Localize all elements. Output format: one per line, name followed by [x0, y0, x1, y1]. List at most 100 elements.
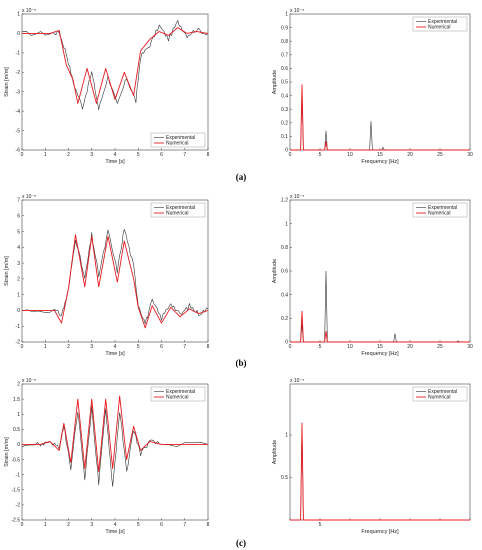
x-tick-label: 7: [183, 152, 186, 158]
series-line-experimental: [290, 92, 470, 151]
y-tick-label: 0: [285, 148, 288, 154]
legend-entry: Experimental: [166, 205, 195, 211]
y-tick-label: -2: [16, 503, 21, 509]
y-tick-label: 1: [285, 433, 288, 439]
y-tick-label: -2.5: [11, 518, 20, 524]
axis-exponent: x 10⁻⁵: [22, 378, 36, 384]
legend-entry: Experimental: [166, 135, 195, 141]
x-tick-label: 4: [114, 152, 117, 158]
plot-area: [21, 383, 209, 521]
panel-label-a: (a): [236, 172, 247, 182]
y-tick-label: 1.5: [13, 397, 20, 403]
x-tick-label: 10: [347, 344, 353, 350]
y-tick-label: 0.3: [281, 107, 288, 113]
y-axis-label: Strain [m/m]: [4, 437, 10, 467]
y-tick-label: -3: [16, 89, 21, 95]
x-tick-label: 0: [289, 152, 292, 158]
chart-a-freq: 0 5 10 15 20 25 30 0 0.1 0.2 0.3 0.4 0.5 0.6 0.7 0.8 0.9…: [272, 8, 473, 165]
x-tick-label: 5: [137, 152, 140, 158]
x-tick-label: 5: [137, 344, 140, 350]
x-tick-label: 7: [183, 344, 186, 350]
y-tick-label: -1: [16, 324, 21, 330]
legend-entry: Numerical: [428, 25, 451, 31]
y-tick-label: 0.1: [281, 134, 288, 140]
plot-area: [21, 13, 209, 151]
legend-box: [412, 16, 468, 32]
legend-box: [150, 202, 206, 218]
chart-c-freq: 5 0.5 1 x 10⁻⁵ Frequency [Hz] Amplitude Experi…: [272, 378, 471, 535]
x-tick-label: 5: [319, 344, 322, 350]
x-tick-label: 2: [67, 522, 70, 528]
y-tick-label: 1: [17, 292, 20, 298]
axis-exponent: x 10⁻⁵: [22, 194, 36, 200]
x-tick-label: 8: [207, 152, 210, 158]
y-tick-label: 6: [17, 213, 20, 219]
legend-box: [150, 132, 206, 148]
x-tick-label: 30: [467, 152, 473, 158]
y-tick-label: 0.5: [281, 475, 288, 481]
x-axis-label: Time [s]: [105, 351, 125, 357]
x-tick-label: 10: [347, 152, 353, 158]
series-line-numerical: [22, 395, 208, 473]
y-tick-label: 0.2: [281, 316, 288, 322]
x-tick-label: 20: [407, 152, 413, 158]
y-tick-label: 0.5: [13, 427, 20, 433]
y-tick-label: 0.5: [281, 80, 288, 86]
x-tick-label: 5: [319, 152, 322, 158]
x-tick-label: 3: [90, 152, 93, 158]
x-tick-label: 8: [207, 522, 210, 528]
x-axis-label: Time [s]: [105, 529, 125, 535]
y-tick-label: -4: [16, 109, 21, 115]
y-tick-label: 0.8: [281, 245, 288, 251]
series-line-experimental: [290, 424, 470, 521]
x-tick-label: 6: [160, 522, 163, 528]
y-tick-label: 5: [17, 229, 20, 235]
y-tick-label: 0.8: [281, 39, 288, 45]
y-axis-label: Strain [m/m]: [4, 67, 10, 97]
y-tick-label: 2: [17, 277, 20, 283]
x-tick-label: 0: [21, 152, 24, 158]
chart-c-time: 0 1 2 3 4 5 6 7 8-2.5-2-1.5-1-0.500.511.52x 10⁻⁵…: [4, 378, 210, 535]
y-axis-label: Amplitude: [272, 70, 278, 94]
axis-exponent: x 10⁻⁵: [290, 194, 304, 200]
series-line-numerical: [22, 27, 209, 104]
x-tick-label: 8: [207, 344, 210, 350]
x-axis-label: Frequency [Hz]: [361, 529, 399, 535]
y-axis-label: Amplitude: [272, 440, 278, 464]
panel-label-c: (c): [236, 538, 246, 548]
x-tick-label: 6: [160, 152, 163, 158]
x-tick-label: 25: [437, 152, 443, 158]
x-tick-label: 15: [377, 152, 383, 158]
y-tick-label: 0: [17, 308, 20, 314]
legend-entry: Experimental: [428, 389, 457, 395]
x-tick-label: 3: [90, 522, 93, 528]
y-tick-label: -1: [16, 472, 21, 478]
x-tick-label: 6: [160, 344, 163, 350]
y-tick-label: 0.2: [281, 121, 288, 127]
axis-exponent: x 10⁻⁵: [290, 8, 304, 14]
y-tick-label: 1: [17, 412, 20, 418]
x-tick-label: 30: [467, 344, 473, 350]
x-tick-label: 2: [67, 344, 70, 350]
x-tick-label: 1: [44, 522, 47, 528]
y-tick-label: 0.7: [281, 53, 288, 59]
legend-box: [150, 386, 206, 402]
series-line-numerical: [290, 84, 470, 151]
legend-entry: Numerical: [166, 211, 189, 217]
x-axis-label: Time [s]: [105, 159, 125, 165]
x-axis-label: Frequency [Hz]: [361, 159, 399, 165]
y-tick-label: 1: [285, 12, 288, 18]
y-tick-label: -2: [16, 70, 21, 76]
y-tick-label: 0: [285, 340, 288, 346]
y-axis-label: Strain [m/m]: [4, 256, 10, 286]
legend-entry: Numerical: [428, 211, 451, 217]
plot-area: [289, 383, 471, 521]
y-tick-label: 0.6: [281, 269, 288, 275]
